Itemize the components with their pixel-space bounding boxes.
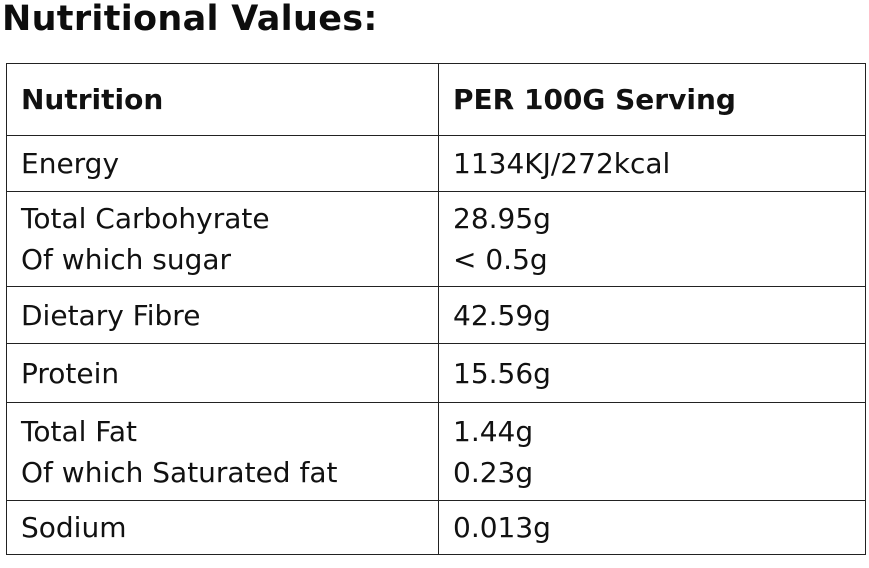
page-title: Nutritional Values: <box>2 0 378 39</box>
nutrient-label: Energy <box>6 135 439 192</box>
table-row-carbohydrate: Total Carbohyrate Of which sugar 28.95g … <box>6 191 866 287</box>
table-row-protein: Protein 15.56g <box>6 343 866 403</box>
nutrient-label: Total Fat Of which Saturated fat <box>6 402 439 501</box>
column-header-nutrition: Nutrition <box>6 63 439 136</box>
nutrient-label: Sodium <box>6 500 439 555</box>
nutrient-value: 0.013g <box>438 500 866 555</box>
column-header-per-100g: PER 100G Serving <box>438 63 866 136</box>
table-row-fat: Total Fat Of which Saturated fat 1.44g 0… <box>6 402 866 501</box>
nutrient-label: Dietary Fibre <box>6 286 439 344</box>
nutrient-label: Protein <box>6 343 439 403</box>
nutrient-value: 42.59g <box>438 286 866 344</box>
table-row-dietary-fibre: Dietary Fibre 42.59g <box>6 286 866 344</box>
nutrient-value: 1.44g 0.23g <box>438 402 866 501</box>
nutrient-value: 28.95g < 0.5g <box>438 191 866 287</box>
table-row-energy: Energy 1134KJ/272kcal <box>6 135 866 192</box>
table-row-sodium: Sodium 0.013g <box>6 500 866 555</box>
nutrient-value: 1134KJ/272kcal <box>438 135 866 192</box>
nutrition-table: Nutrition PER 100G Serving Energy 1134KJ… <box>6 63 866 555</box>
nutrient-value: 15.56g <box>438 343 866 403</box>
nutrient-label: Total Carbohyrate Of which sugar <box>6 191 439 287</box>
table-header-row: Nutrition PER 100G Serving <box>6 63 866 136</box>
